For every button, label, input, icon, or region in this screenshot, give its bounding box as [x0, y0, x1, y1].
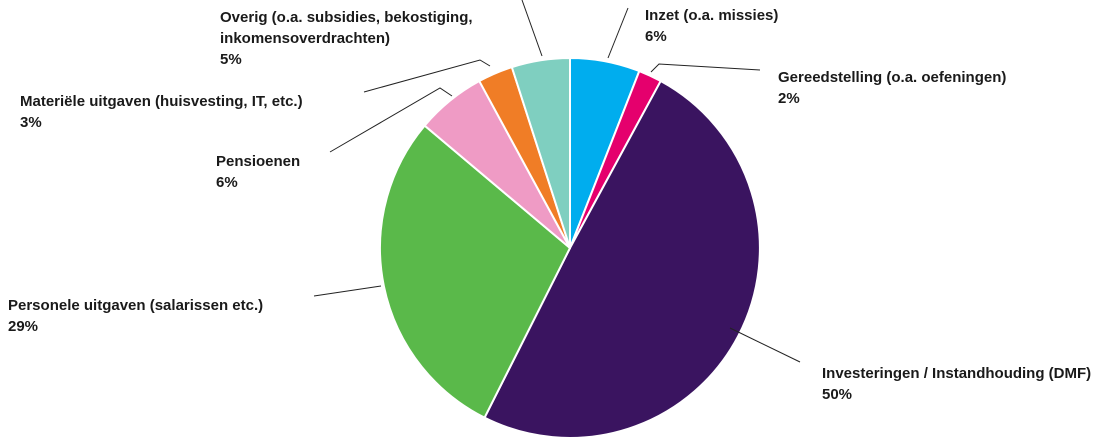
leader-line-7	[521, 0, 543, 57]
slice-value-3: 50%	[822, 386, 852, 403]
slice-value-5: 6%	[216, 174, 238, 191]
leader-line-4	[313, 285, 382, 297]
pie-slices	[379, 57, 761, 439]
slice-label-7: Overig (o.a. subsidies, bekostiging, inko…	[220, 9, 473, 68]
slice-label-4: Personele uitgaven (salarissen etc.) 29%	[8, 297, 263, 335]
slice-label-6: Materiële uitgaven (huisvesting, IT, etc…	[20, 93, 303, 131]
slice-value-2: 2%	[778, 90, 800, 107]
slice-label-3: Investeringen / Instandhouding (DMF) 50%	[822, 365, 1091, 403]
leader-line-3	[729, 327, 801, 363]
leader-line-5	[329, 87, 453, 153]
pie-slice-4	[379, 124, 571, 419]
slice-value-6: 3%	[20, 114, 42, 131]
slice-value-7: 5%	[220, 51, 242, 68]
pie-slice-7	[510, 57, 571, 249]
slice-labels: Inzet (o.a. missies) 6%Gereedstelling (o.…	[8, 7, 1091, 403]
slice-value-1: 6%	[645, 28, 667, 45]
leader-line-2	[650, 63, 761, 73]
leader-lines	[313, 0, 801, 363]
slice-label-1: Inzet (o.a. missies) 6%	[645, 7, 778, 45]
leader-line-1	[607, 7, 629, 59]
slice-value-4: 29%	[8, 318, 38, 335]
slice-label-5: Pensioenen 6%	[216, 153, 300, 191]
pie-slice-3	[483, 80, 761, 439]
slice-label-2: Gereedstelling (o.a. oefeningen) 2%	[778, 69, 1006, 107]
leader-line-6	[363, 59, 491, 93]
